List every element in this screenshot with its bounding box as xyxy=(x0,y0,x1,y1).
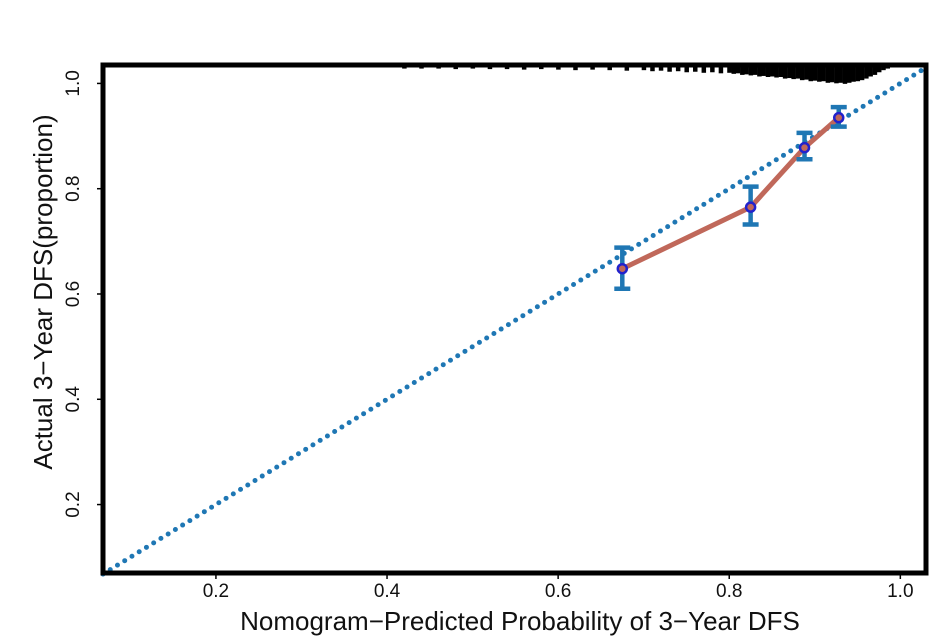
rug-mark xyxy=(727,65,732,73)
rug-mark xyxy=(778,65,784,78)
rug-mark xyxy=(748,65,754,76)
rug-mark xyxy=(744,65,749,75)
x-tick-label: 0.8 xyxy=(716,581,742,602)
rug-mark xyxy=(693,65,698,72)
rug-mark xyxy=(740,65,745,75)
rug-mark xyxy=(834,65,839,84)
rug-mark xyxy=(812,65,818,81)
x-tick-label: 1.0 xyxy=(887,581,913,602)
rug-mark xyxy=(881,65,886,71)
rug-mark xyxy=(825,65,831,83)
rug-mark xyxy=(787,65,792,79)
rug-mark xyxy=(855,65,861,82)
rug-mark xyxy=(718,65,724,74)
rug-mark xyxy=(876,65,882,73)
rug-mark xyxy=(795,65,801,79)
rug-mark xyxy=(782,65,788,79)
x-tick-label: 0.2 xyxy=(203,581,229,602)
rug-mark xyxy=(710,65,715,73)
x-tick-label: 0.6 xyxy=(545,581,571,602)
y-tick-label: 0.6 xyxy=(63,281,84,307)
rug-mark xyxy=(667,65,672,72)
rug-mark xyxy=(757,65,762,77)
data-point xyxy=(832,111,845,124)
rug-mark xyxy=(774,65,779,78)
rug-marks xyxy=(402,65,891,84)
reference-line xyxy=(100,65,929,577)
rug-mark xyxy=(735,65,741,74)
calibration-series xyxy=(614,104,847,291)
rug-mark xyxy=(752,65,758,75)
y-axis-title: Actual 3−Year DFS(proportion) xyxy=(28,114,58,469)
rug-mark xyxy=(829,65,835,83)
y-tick-label: 0.8 xyxy=(63,175,84,201)
rug-mark xyxy=(799,65,805,81)
rug-mark xyxy=(607,65,612,71)
data-point xyxy=(744,201,757,213)
data-point xyxy=(616,262,629,275)
x-axis-title: Nomogram−Predicted Probability of 3−Year… xyxy=(240,606,800,636)
rug-mark xyxy=(675,65,681,72)
rug-mark xyxy=(658,65,664,71)
y-tick-label: 0.4 xyxy=(63,386,84,413)
rug-mark xyxy=(761,65,766,76)
rug-mark xyxy=(838,65,843,83)
plot-frame xyxy=(100,62,929,576)
rug-mark xyxy=(821,65,826,82)
reference-diagonal-line xyxy=(100,65,929,577)
rug-mark xyxy=(624,65,630,71)
rug-mark xyxy=(701,65,707,73)
rug-mark xyxy=(872,65,878,75)
rug-mark xyxy=(851,65,856,82)
rug-mark xyxy=(868,65,873,77)
rug-mark xyxy=(808,65,814,82)
calibration-line xyxy=(621,115,841,271)
rug-mark xyxy=(684,65,689,73)
rug-mark xyxy=(650,65,655,72)
rug-mark xyxy=(731,65,737,74)
x-axis: 0.2 0.4 0.6 0.8 1.0 xyxy=(203,573,914,602)
y-axis: 0.2 0.4 0.6 0.8 1.0 xyxy=(63,70,103,518)
rug-mark xyxy=(859,65,865,81)
rug-mark xyxy=(817,65,822,82)
rug-mark xyxy=(573,65,578,71)
rug-mark xyxy=(847,65,852,83)
rug-mark xyxy=(770,65,775,77)
y-tick-label: 1.0 xyxy=(63,70,84,96)
data-point xyxy=(798,141,811,154)
rug-mark xyxy=(791,65,796,80)
rug-mark xyxy=(842,65,848,84)
rug-mark xyxy=(864,65,869,79)
x-tick-label: 0.4 xyxy=(374,581,401,602)
rug-mark xyxy=(765,65,771,78)
rug-mark xyxy=(804,65,809,80)
rug-mark xyxy=(641,65,647,71)
y-tick-label: 0.2 xyxy=(63,491,84,517)
